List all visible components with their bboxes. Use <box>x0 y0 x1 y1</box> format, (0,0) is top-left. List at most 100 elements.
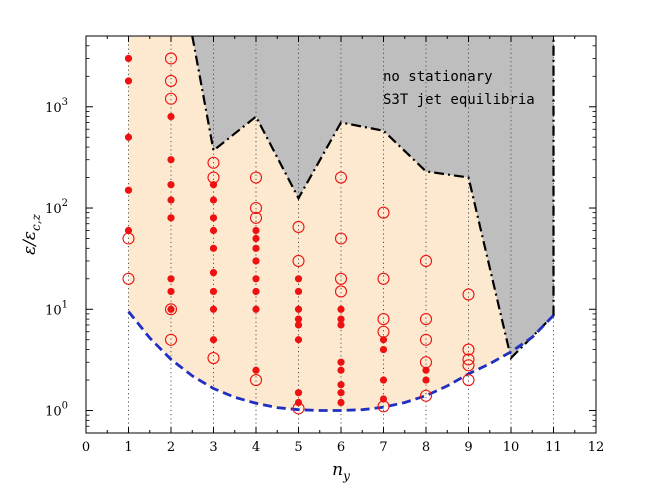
y-tick-label: 100 <box>45 401 68 420</box>
unstable-point <box>122 272 135 285</box>
stable-point <box>337 389 345 397</box>
unstable-point <box>334 272 348 285</box>
unstable-point <box>462 353 475 366</box>
unstable-point <box>207 351 220 365</box>
stable-point <box>252 366 260 374</box>
y-tick-label: 102 <box>45 198 68 217</box>
unstable-point <box>249 211 263 224</box>
stable-point <box>337 315 345 323</box>
stable-point <box>209 269 218 277</box>
stable-point <box>422 366 430 374</box>
unstable-point <box>419 313 433 326</box>
stable-point <box>167 112 175 121</box>
stable-point <box>294 305 303 313</box>
stable-point <box>167 214 175 222</box>
unstable-point <box>462 288 475 301</box>
unstable-point <box>122 232 135 245</box>
unstable-point <box>334 171 348 184</box>
x-tick-label: 7 <box>379 440 387 455</box>
data-markers <box>122 52 475 415</box>
unstable-point <box>292 254 305 268</box>
unstable-point <box>462 359 475 372</box>
unstable-point <box>207 156 220 169</box>
unstable-point <box>334 232 348 245</box>
stable-point <box>252 257 260 265</box>
stable-point <box>167 275 175 283</box>
x-tick-label: 2 <box>167 440 175 455</box>
equilibria-boundary-line <box>191 36 555 361</box>
y-tick-label: 103 <box>45 97 68 116</box>
stable-point <box>337 381 345 389</box>
stable-point <box>379 376 388 384</box>
unstable-point <box>164 74 178 87</box>
stable-point <box>209 287 218 296</box>
y-tick-label: 101 <box>45 299 68 318</box>
x-tick-label: 6 <box>337 440 345 455</box>
stable-point <box>209 226 218 235</box>
stable-point <box>124 77 133 85</box>
stable-point <box>167 156 175 164</box>
stable-point <box>337 398 345 407</box>
x-axis: 0 1 2 3 4 5 6 7 8 9 10 11 12 <box>82 36 604 455</box>
stable-point <box>422 376 430 384</box>
stable-point <box>294 287 303 296</box>
stable-point <box>209 214 218 222</box>
stable-point <box>252 234 260 243</box>
x-axis-title: ny <box>332 460 350 483</box>
unstable-point <box>164 92 178 105</box>
stable-point <box>337 358 345 366</box>
x-tick-label: 11 <box>545 440 562 455</box>
unstable-point <box>419 356 433 369</box>
unstable-point <box>249 171 263 184</box>
x-tick-label: 0 <box>82 440 90 455</box>
annotation-line-2: S3T jet equilibria <box>383 92 535 108</box>
unstable-point <box>462 343 475 356</box>
x-tick-label: 10 <box>503 440 520 455</box>
unstable-point <box>377 313 390 326</box>
y-axis: 100 101 102 103 <box>45 45 596 434</box>
x-tick-label: 5 <box>294 440 302 455</box>
stable-point <box>294 275 303 283</box>
unstable-point <box>377 325 390 338</box>
stable-point <box>209 336 218 344</box>
stable-point <box>124 226 133 235</box>
stable-point <box>337 321 345 329</box>
stable-point <box>209 305 218 313</box>
stable-point <box>379 345 388 354</box>
unstable-point <box>419 254 433 268</box>
stable-point <box>252 305 260 313</box>
x-tick-label: 12 <box>588 440 605 455</box>
stable-point <box>294 389 303 397</box>
unstable-point <box>207 171 220 184</box>
unstable-point <box>249 374 263 387</box>
stable-point <box>124 186 133 194</box>
stable-point <box>337 366 345 374</box>
unstable-point <box>377 272 390 285</box>
x-tick-label: 8 <box>422 440 430 455</box>
stable-point <box>167 305 175 313</box>
unstable-point <box>377 206 390 219</box>
stable-point <box>252 275 260 283</box>
stable-point <box>167 287 175 296</box>
stable-point <box>167 196 175 204</box>
x-tick-label: 3 <box>209 440 217 455</box>
unstable-point <box>334 285 348 298</box>
unstable-point <box>164 303 178 316</box>
stable-point <box>124 133 133 141</box>
unstable-point <box>419 333 433 346</box>
unstable-point <box>419 389 433 402</box>
unstable-point <box>292 220 305 234</box>
unstable-point <box>377 400 390 413</box>
stable-point <box>294 315 303 323</box>
unstable-point <box>292 402 305 415</box>
unstable-point <box>164 52 178 65</box>
stable-point <box>294 321 303 329</box>
unstable-point <box>164 333 178 346</box>
stable-point <box>124 54 133 63</box>
annotation-line-1: no stationary <box>383 69 493 85</box>
stable-point <box>252 287 260 296</box>
stable-point <box>379 336 388 344</box>
stable-point <box>209 196 218 204</box>
critical-curve-line <box>127 310 555 412</box>
